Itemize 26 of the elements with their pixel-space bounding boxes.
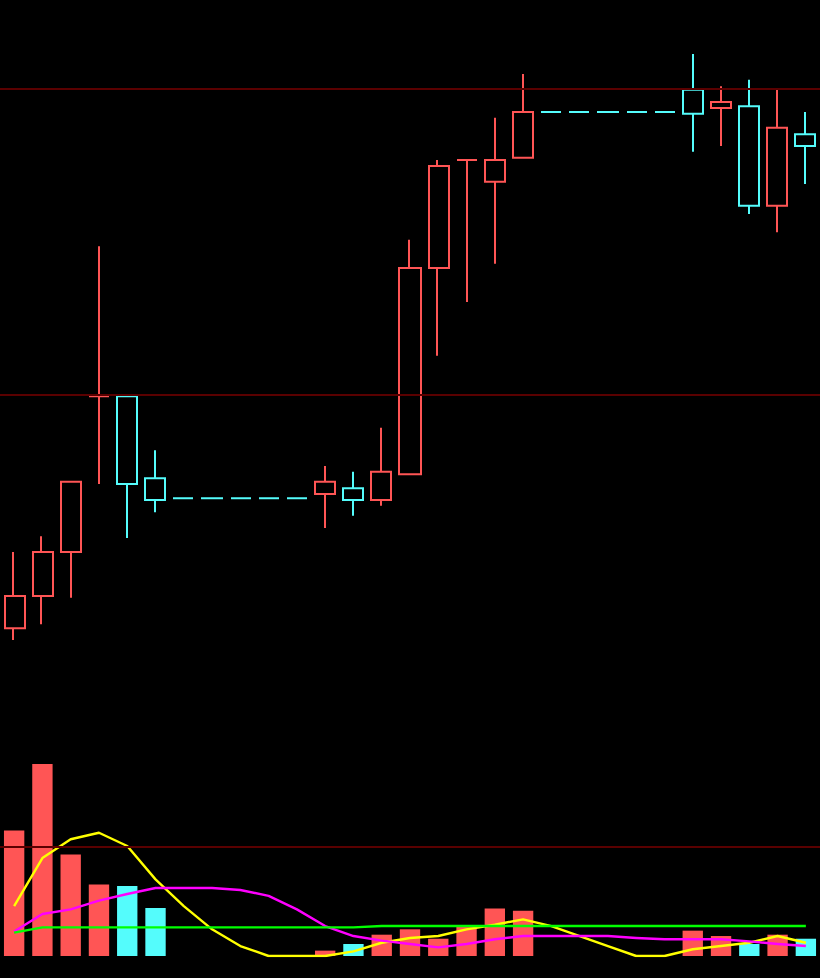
candlestick	[682, 53, 704, 153]
candlestick	[314, 464, 336, 530]
candlestick	[794, 111, 816, 186]
candlestick	[342, 470, 364, 517]
candlestick	[738, 78, 760, 215]
bar	[60, 854, 81, 956]
bar	[3, 830, 25, 956]
candlestick	[370, 426, 392, 507]
candlestick	[484, 116, 506, 265]
candlestick	[32, 535, 54, 626]
candlestick	[428, 159, 450, 357]
bar	[32, 764, 53, 956]
bar	[117, 885, 138, 956]
bar	[739, 944, 760, 956]
bar	[88, 884, 110, 956]
candlestick	[512, 72, 534, 159]
candlestick	[456, 159, 478, 303]
candlestick	[60, 480, 82, 599]
candlestick	[116, 395, 138, 540]
candlestick	[398, 238, 422, 476]
candlestick	[4, 551, 26, 641]
candlestick	[766, 88, 788, 234]
candlestick	[144, 449, 166, 514]
candlestick	[710, 85, 732, 147]
candlestick	[88, 245, 110, 486]
bar	[145, 908, 166, 956]
